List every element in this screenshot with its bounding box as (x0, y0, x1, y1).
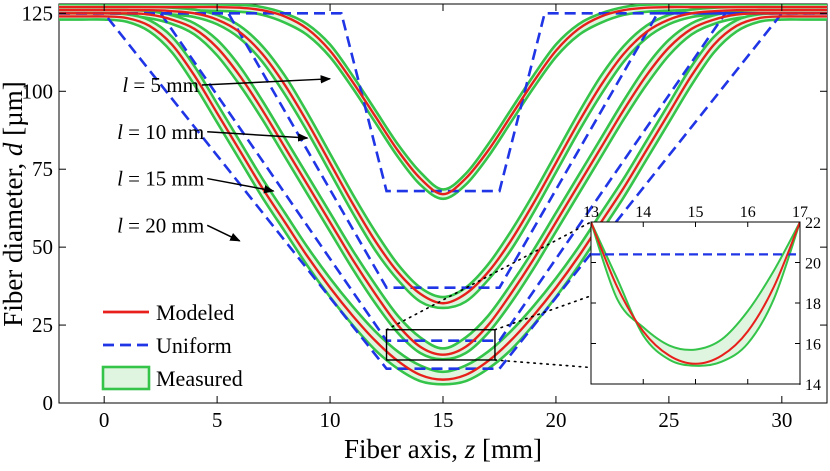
annotation-arrow-l15 (207, 177, 275, 194)
x-axis-label: Fiber axis, z [mm] (344, 434, 542, 464)
inset-y-tick-label: 14 (805, 377, 821, 394)
measured-lower-l15 (59, 15, 827, 361)
legend-label-modeled: Modeled (156, 300, 234, 325)
zoom-source-box (385, 329, 496, 361)
x-tick-label: 10 (320, 408, 341, 432)
annotation-arrow-l10 (207, 131, 309, 142)
modeled-line-l15 (59, 12, 827, 356)
annotation-label-l15: l = 15 mm (117, 167, 204, 191)
annotation-label-l10: l = 10 mm (117, 120, 204, 144)
x-tick-label: 20 (545, 408, 566, 432)
inset-measured-lower (591, 222, 800, 367)
measured-upper-l5 (59, 4, 827, 191)
x-tick-label: 25 (658, 408, 679, 432)
inset-y-tick-label: 20 (805, 256, 821, 273)
measured-lower-l10 (59, 11, 827, 310)
curve-annotations: l = 5 mm l = 10 mm l = 15 mm l = 20 mm (117, 73, 332, 242)
legend-swatch-measured (101, 365, 151, 391)
inset-x-tick-label: 17 (792, 204, 808, 221)
y-tick-label: 50 (32, 235, 53, 259)
uniform-line-l5 (59, 12, 827, 193)
inset-x-tick-label: 16 (740, 204, 756, 221)
modeled-curves (59, 5, 827, 381)
x-tick-label: 5 (212, 408, 223, 432)
inset-x-tick-label: 15 (688, 204, 704, 221)
measured-lower-l20 (59, 18, 827, 386)
x-tick-label: 30 (771, 408, 792, 432)
y-tick-label: 0 (43, 391, 54, 415)
modeled-line-l20 (59, 15, 827, 381)
measured-upper-l15 (59, 8, 827, 350)
measured-upper-l20 (59, 11, 827, 374)
y-tick-label: 75 (32, 157, 53, 181)
main-axes: 0 5 10 15 20 25 30 0 25 50 75 100 125 (22, 1, 827, 432)
x-tick-label: 0 (99, 408, 110, 432)
annotation-label-l20: l = 20 mm (117, 213, 204, 237)
measured-lower-l5 (59, 8, 827, 201)
measured-bands (59, 4, 827, 386)
y-tick-label: 100 (22, 79, 54, 103)
annotation-arrow-l20 (206, 224, 241, 242)
x-tick-label: 15 (433, 408, 454, 432)
inset-measured-upper (591, 222, 800, 351)
zoom-connector (385, 221, 592, 331)
modeled-line-l10 (59, 8, 827, 305)
legend-label-measured: Measured (156, 366, 243, 391)
inset-y-tick-label: 22 (805, 215, 821, 232)
y-tick-label: 125 (22, 1, 54, 25)
inset-modeled-curve (591, 222, 800, 365)
annotation-arrow-l5 (201, 75, 332, 86)
inset-axes: 13 14 15 16 17 14 16 18 20 22 (583, 204, 821, 394)
inset-x-tick-label: 14 (635, 204, 651, 221)
y-axis-label: Fiber diameter, d [µm] (0, 81, 28, 326)
inset-y-tick-label: 18 (805, 296, 821, 313)
inset-modeled-line (591, 222, 800, 365)
inset-y-tick-label: 16 (805, 337, 821, 354)
measured-band-l15 (59, 10, 827, 360)
modeled-line-l5 (59, 5, 827, 196)
legend: Modeled Uniform Measured (101, 300, 243, 391)
y-tick-label: 25 (32, 313, 53, 337)
inset-x-tick-label: 13 (583, 204, 599, 221)
legend-label-uniform: Uniform (156, 333, 232, 358)
annotation-label-l5: l = 5 mm (122, 73, 199, 97)
